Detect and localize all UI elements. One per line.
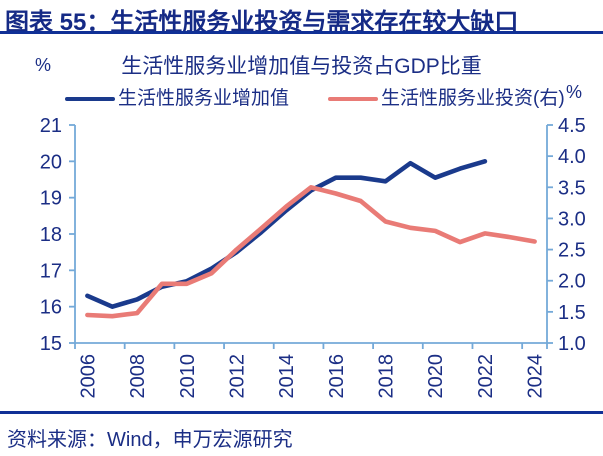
legend-item-investment: 生活性服务业投资(右) bbox=[328, 88, 565, 110]
svg-text:4.0: 4.0 bbox=[558, 146, 586, 168]
left-axis: 21 20 19 18 17 16 15 bbox=[40, 115, 75, 355]
investment-line bbox=[85, 185, 537, 319]
value-added-line-swatch bbox=[65, 97, 115, 101]
value-added-line bbox=[85, 159, 488, 310]
svg-text:2020: 2020 bbox=[425, 354, 447, 399]
bottom-divider bbox=[0, 411, 603, 414]
chart-title: 生活性服务业增加值与投资占GDP比重 bbox=[121, 55, 482, 78]
svg-text:2008: 2008 bbox=[127, 354, 149, 399]
svg-text:1.0: 1.0 bbox=[558, 333, 586, 355]
source-note: 资料来源：Wind，申万宏源研究 bbox=[7, 429, 293, 451]
legend-label-investment: 生活性服务业投资(右) bbox=[381, 88, 565, 109]
svg-text:2006: 2006 bbox=[77, 354, 99, 399]
right-axis-unit-label: % bbox=[566, 82, 583, 102]
svg-text:3.5: 3.5 bbox=[558, 177, 586, 199]
svg-text:16: 16 bbox=[40, 297, 62, 319]
svg-text:2018: 2018 bbox=[376, 354, 398, 399]
x-axis: 2006 2008 2010 2012 2014 2016 2018 2020 2022 2024 bbox=[74, 343, 548, 399]
chart-legend: 生活性服务业增加值 生活性服务业投资(右) bbox=[0, 88, 603, 110]
svg-text:2014: 2014 bbox=[276, 354, 298, 399]
svg-text:18: 18 bbox=[40, 224, 62, 246]
svg-text:17: 17 bbox=[40, 260, 62, 282]
left-axis-unit-label: % bbox=[35, 55, 52, 75]
right-axis: 4.5 4.0 3.5 3.0 2.5 2.0 1.5 1.0 bbox=[547, 115, 586, 355]
svg-text:2024: 2024 bbox=[525, 354, 547, 399]
svg-text:2010: 2010 bbox=[177, 354, 199, 399]
svg-text:20: 20 bbox=[40, 151, 62, 173]
svg-text:3.0: 3.0 bbox=[558, 208, 586, 230]
svg-text:15: 15 bbox=[40, 333, 62, 355]
svg-text:1.5: 1.5 bbox=[558, 302, 586, 324]
svg-text:2.0: 2.0 bbox=[558, 271, 586, 293]
svg-text:4.5: 4.5 bbox=[558, 115, 586, 137]
svg-text:2.5: 2.5 bbox=[558, 240, 586, 262]
axes bbox=[74, 125, 548, 344]
investment-line-swatch bbox=[328, 97, 378, 101]
svg-text:2016: 2016 bbox=[326, 354, 348, 399]
legend-label-value-added: 生活性服务业增加值 bbox=[118, 88, 290, 109]
svg-text:21: 21 bbox=[40, 115, 62, 137]
svg-text:2012: 2012 bbox=[226, 354, 248, 399]
legend-item-value-added: 生活性服务业增加值 bbox=[65, 88, 289, 110]
svg-text:19: 19 bbox=[40, 188, 62, 210]
header-underline bbox=[0, 31, 603, 34]
svg-text:2022: 2022 bbox=[475, 354, 497, 399]
